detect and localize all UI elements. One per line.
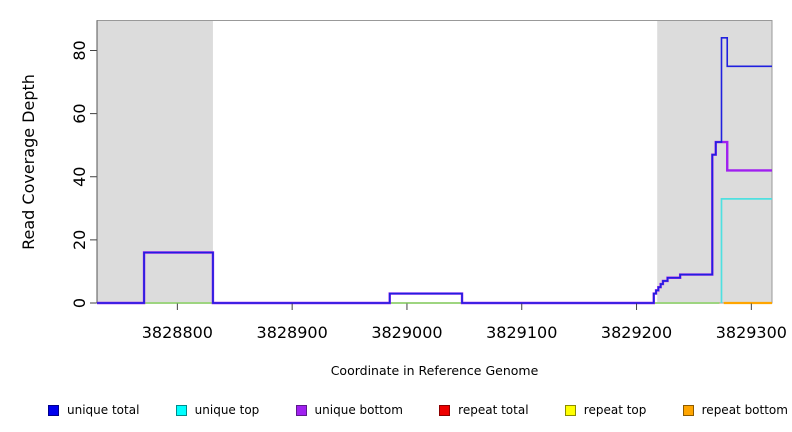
series-unique-top xyxy=(720,197,772,303)
legend-item-unique-total: unique total xyxy=(48,403,139,417)
legend-label: unique top xyxy=(194,403,260,417)
y-axis-label: Read Coverage Depth xyxy=(19,74,38,250)
legend-label: repeat bottom xyxy=(701,403,788,417)
repeat-top-swatch-icon xyxy=(564,404,576,416)
unique-bottom-swatch-icon xyxy=(295,404,307,416)
repeat-total-swatch-icon xyxy=(439,404,451,416)
x-tick-label: 3829100 xyxy=(486,323,557,342)
series-unique-total xyxy=(97,37,772,304)
legend-item-repeat-total: repeat total xyxy=(439,403,529,417)
y-tick-label: 20 xyxy=(70,230,89,250)
unique-top-swatch-icon xyxy=(175,404,187,416)
legend-label: repeat total xyxy=(458,403,529,417)
legend-item-repeat-top: repeat top xyxy=(564,403,647,417)
x-tick-label: 3829200 xyxy=(601,323,672,342)
repeat-bottom-swatch-icon xyxy=(682,404,694,416)
y-tick-label: 0 xyxy=(70,298,89,308)
y-tick-label: 40 xyxy=(70,167,89,187)
legend-item-unique-bottom: unique bottom xyxy=(295,403,403,417)
x-axis-label: Coordinate in Reference Genome xyxy=(331,363,539,378)
x-tick-label: 3828800 xyxy=(142,323,213,342)
legend-item-unique-top: unique top xyxy=(175,403,260,417)
y-tick-label: 80 xyxy=(70,40,89,60)
legend-item-repeat-bottom: repeat bottom xyxy=(682,403,788,417)
x-tick-label: 3829000 xyxy=(371,323,442,342)
repeat-region-left xyxy=(97,20,213,303)
x-tick-label: 3828900 xyxy=(257,323,328,342)
legend-label: unique total xyxy=(67,403,140,417)
legend-label: repeat top xyxy=(583,403,647,417)
repeat-region-right xyxy=(657,20,772,303)
x-tick-label: 3829300 xyxy=(716,323,787,342)
chart-layers: 3828800 3828900 3829000 3829100 3829200 38293… xyxy=(70,20,787,342)
unique-total-swatch-icon xyxy=(48,404,59,416)
y-tick-label: 60 xyxy=(70,103,89,123)
legend: unique total unique top unique bottom repea… xyxy=(48,400,788,420)
legend-label: unique bottom xyxy=(314,403,403,417)
